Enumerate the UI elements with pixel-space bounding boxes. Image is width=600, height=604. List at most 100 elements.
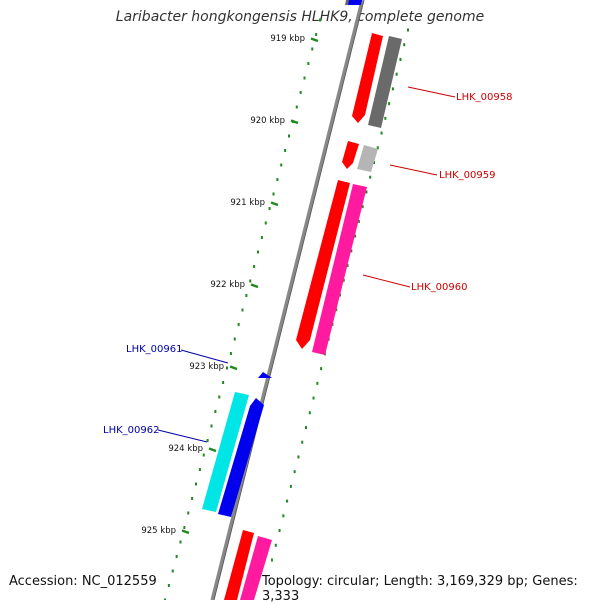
ruler-dot — [175, 555, 178, 558]
ruler-dot — [403, 43, 406, 47]
label-lhk-00961[interactable]: LHK_00961 — [126, 344, 182, 355]
ruler-dot — [226, 366, 228, 370]
ruler-tick — [250, 283, 259, 289]
ruler-dot — [218, 395, 221, 399]
gene-bottom-red — [224, 530, 254, 600]
ruler-dot — [305, 426, 307, 429]
ruler-tick-label: 923 kbp — [189, 362, 224, 372]
ruler-tick-label: 921 kbp — [230, 198, 265, 208]
ruler-dot — [407, 28, 409, 32]
leader-lhk-00959 — [389, 164, 438, 176]
label-lhk-00959[interactable]: LHK_00959 — [439, 170, 495, 181]
ruler-dot — [308, 411, 311, 415]
ruler-dot — [380, 131, 383, 135]
ruler-dot — [195, 482, 197, 486]
gene-top-blue — [348, 0, 362, 5]
ruler-dot — [307, 62, 310, 65]
gene-lhk-00958-adjacent[interactable] — [368, 36, 402, 128]
ruler-dot — [167, 584, 170, 587]
ruler-tick — [208, 447, 217, 453]
ruler-dot — [312, 396, 315, 400]
ruler-tick — [181, 529, 190, 535]
ruler-dot — [257, 250, 259, 254]
gene-lhk-00960[interactable] — [296, 180, 350, 349]
ruler-dot — [198, 468, 201, 471]
ruler-dot — [164, 598, 166, 600]
genome-backbone-shadow — [213, 0, 365, 600]
ruler-dot — [395, 72, 398, 76]
ruler-dot — [361, 205, 364, 209]
ruler-dot — [233, 337, 236, 341]
ruler-dot — [354, 234, 357, 238]
ruler-tick — [310, 37, 319, 43]
gene-lhk-00958[interactable] — [352, 33, 383, 123]
ruler-dot — [350, 249, 353, 253]
ruler-dot — [316, 381, 319, 385]
ruler-dot — [222, 381, 225, 384]
ruler-dot — [276, 178, 279, 181]
ruler-tick-label: 925 kbp — [141, 526, 176, 536]
ruler-dot — [268, 207, 271, 210]
gene-lhk-00960-adjacent[interactable] — [312, 184, 367, 355]
ruler-dot — [399, 57, 402, 61]
ruler-dot — [245, 294, 248, 297]
label-lhk-00958[interactable]: LHK_00958 — [456, 92, 512, 103]
ruler-dot — [272, 192, 275, 196]
ruler-dot — [179, 540, 182, 544]
ruler-tick-label: 919 kbp — [270, 34, 305, 44]
gene-lhk-00962[interactable] — [202, 392, 249, 512]
ruler-dot — [191, 497, 194, 500]
ruler-dot — [357, 219, 360, 223]
ruler-tick — [290, 119, 299, 125]
ruler-dot — [271, 558, 273, 562]
ruler-dot — [365, 190, 368, 194]
accession-text: Accession: NC_012559 — [9, 574, 157, 589]
ruler-dot — [280, 163, 283, 167]
ruler-dot — [391, 87, 394, 91]
ruler-dot — [249, 279, 252, 283]
ruler-dot — [289, 484, 292, 488]
leader-lhk-00962 — [157, 429, 208, 443]
ruler-dot — [286, 499, 289, 503]
label-lhk-00962[interactable]: LHK_00962 — [103, 425, 159, 436]
label-lhk-00960[interactable]: LHK_00960 — [411, 282, 467, 293]
ruler-dot — [297, 455, 300, 459]
ruler-dot — [303, 76, 306, 80]
ruler-dot — [319, 18, 321, 22]
ruler-dot — [264, 221, 267, 225]
gene-lhk-00962-adjacent[interactable] — [218, 398, 264, 517]
ruler-tick — [229, 365, 238, 371]
ruler-dot — [311, 47, 314, 51]
ruler-tick — [270, 201, 279, 207]
ruler-tick-label: 922 kbp — [210, 280, 245, 290]
ruler-dot — [376, 146, 379, 150]
gene-lhk-00959[interactable] — [342, 141, 359, 169]
ruler-tick-label: 920 kbp — [250, 116, 285, 126]
leader-lhk-00958 — [407, 86, 456, 98]
ruler-dot — [288, 134, 290, 138]
ruler-dot — [282, 514, 285, 518]
ruler-dot — [278, 529, 281, 533]
ruler-dot — [260, 236, 263, 239]
ruler-dot — [253, 265, 256, 268]
ruler-ticks: 919 kbp 920 kbp 921 kbp 922 kbp 923 kbp 924 k… — [141, 34, 319, 536]
ruler-dot — [293, 470, 296, 474]
ruler-dot — [299, 91, 302, 94]
ruler-dot — [241, 308, 244, 312]
gene-lhk-00961[interactable] — [258, 372, 272, 378]
ruler-dot — [202, 453, 205, 457]
ruler-dot — [342, 278, 345, 282]
ruler-dot — [274, 543, 277, 547]
ruler-dot — [295, 105, 298, 109]
ruler-dot — [183, 526, 186, 529]
ruler-dot — [214, 410, 217, 413]
gene-lhk-00959-adjacent[interactable] — [357, 145, 378, 172]
genome-backbone — [210, 0, 364, 600]
ruler-dot — [315, 33, 318, 36]
ruler-dot — [237, 323, 240, 326]
ruler-dot — [171, 569, 174, 573]
leader-lhk-00960 — [362, 274, 411, 288]
ruler-dot — [373, 161, 375, 164]
ruler-dot — [388, 102, 391, 106]
ruler-dot — [206, 439, 209, 442]
